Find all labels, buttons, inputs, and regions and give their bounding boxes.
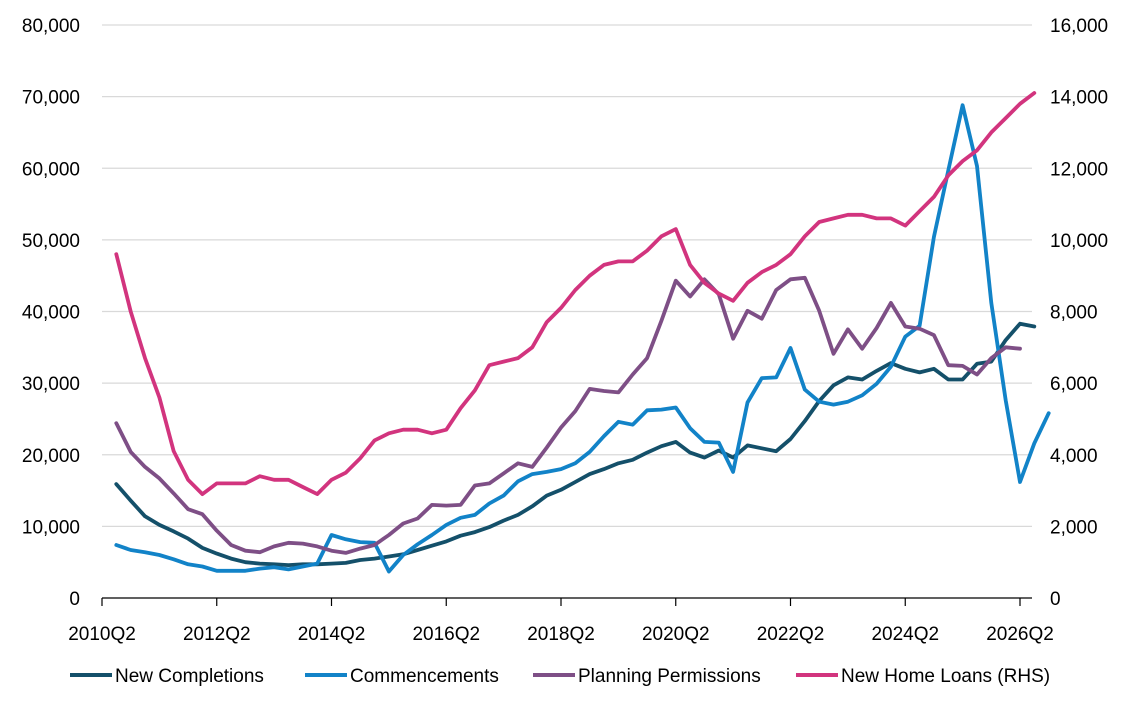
y-left-tick-label: 20,000 xyxy=(22,446,80,467)
legend-label-new-home-loans-rhs: New Home Loans (RHS) xyxy=(841,666,1050,687)
y-right-tick-label: 8,000 xyxy=(1050,303,1098,324)
series-line-commencements xyxy=(114,103,1051,574)
x-tick-label: 2018Q2 xyxy=(527,624,595,645)
gridlines xyxy=(102,24,1032,527)
legend-label-commencements: Commencements xyxy=(350,666,499,687)
y-left-tick-label: 70,000 xyxy=(22,88,80,109)
y-left-tick-label: 80,000 xyxy=(22,16,80,37)
y-right-tick-label: 10,000 xyxy=(1050,231,1108,252)
x-tick-label: 2012Q2 xyxy=(183,624,251,645)
x-tick-label: 2010Q2 xyxy=(68,624,136,645)
y-right-tick-label: 2,000 xyxy=(1050,517,1098,538)
axes: 0 10,000 20,000 30,000 40,000 50,000 60,000 70,… xyxy=(22,16,1108,645)
y-right-tick-label: 0 xyxy=(1050,589,1061,610)
y-left-tick-label: 10,000 xyxy=(22,517,80,538)
x-tick-label: 2026Q2 xyxy=(986,624,1054,645)
y-right-tick-label: 12,000 xyxy=(1050,159,1108,180)
y-right-tick-label: 14,000 xyxy=(1050,88,1108,109)
series-line-new-home-loans-rhs xyxy=(114,91,1037,497)
y-left-tick-label: 60,000 xyxy=(22,159,80,180)
y-left-tick-label: 40,000 xyxy=(22,303,80,324)
series-lines xyxy=(114,91,1051,574)
x-tick-label: 2020Q2 xyxy=(642,624,710,645)
legend-label-new-completions: New Completions xyxy=(115,666,264,687)
series-line-planning-permissions xyxy=(114,275,1022,555)
y-right-tick-label: 4,000 xyxy=(1050,446,1098,467)
y-right-tick-label: 16,000 xyxy=(1050,16,1108,37)
series-line-new-completions xyxy=(114,321,1037,567)
legend-label-planning-permissions: Planning Permissions xyxy=(578,666,761,687)
y-left-tick-label: 30,000 xyxy=(22,374,80,395)
y-left-tick-label: 0 xyxy=(69,589,80,610)
x-tick-label: 2022Q2 xyxy=(757,624,825,645)
y-left-tick-label: 50,000 xyxy=(22,231,80,252)
x-tick-label: 2024Q2 xyxy=(871,624,939,645)
y-right-tick-label: 6,000 xyxy=(1050,374,1098,395)
x-tick-label: 2016Q2 xyxy=(412,624,480,645)
x-tick-label: 2014Q2 xyxy=(298,624,366,645)
legend: New Completions Commencements Planning Per… xyxy=(70,666,1050,687)
